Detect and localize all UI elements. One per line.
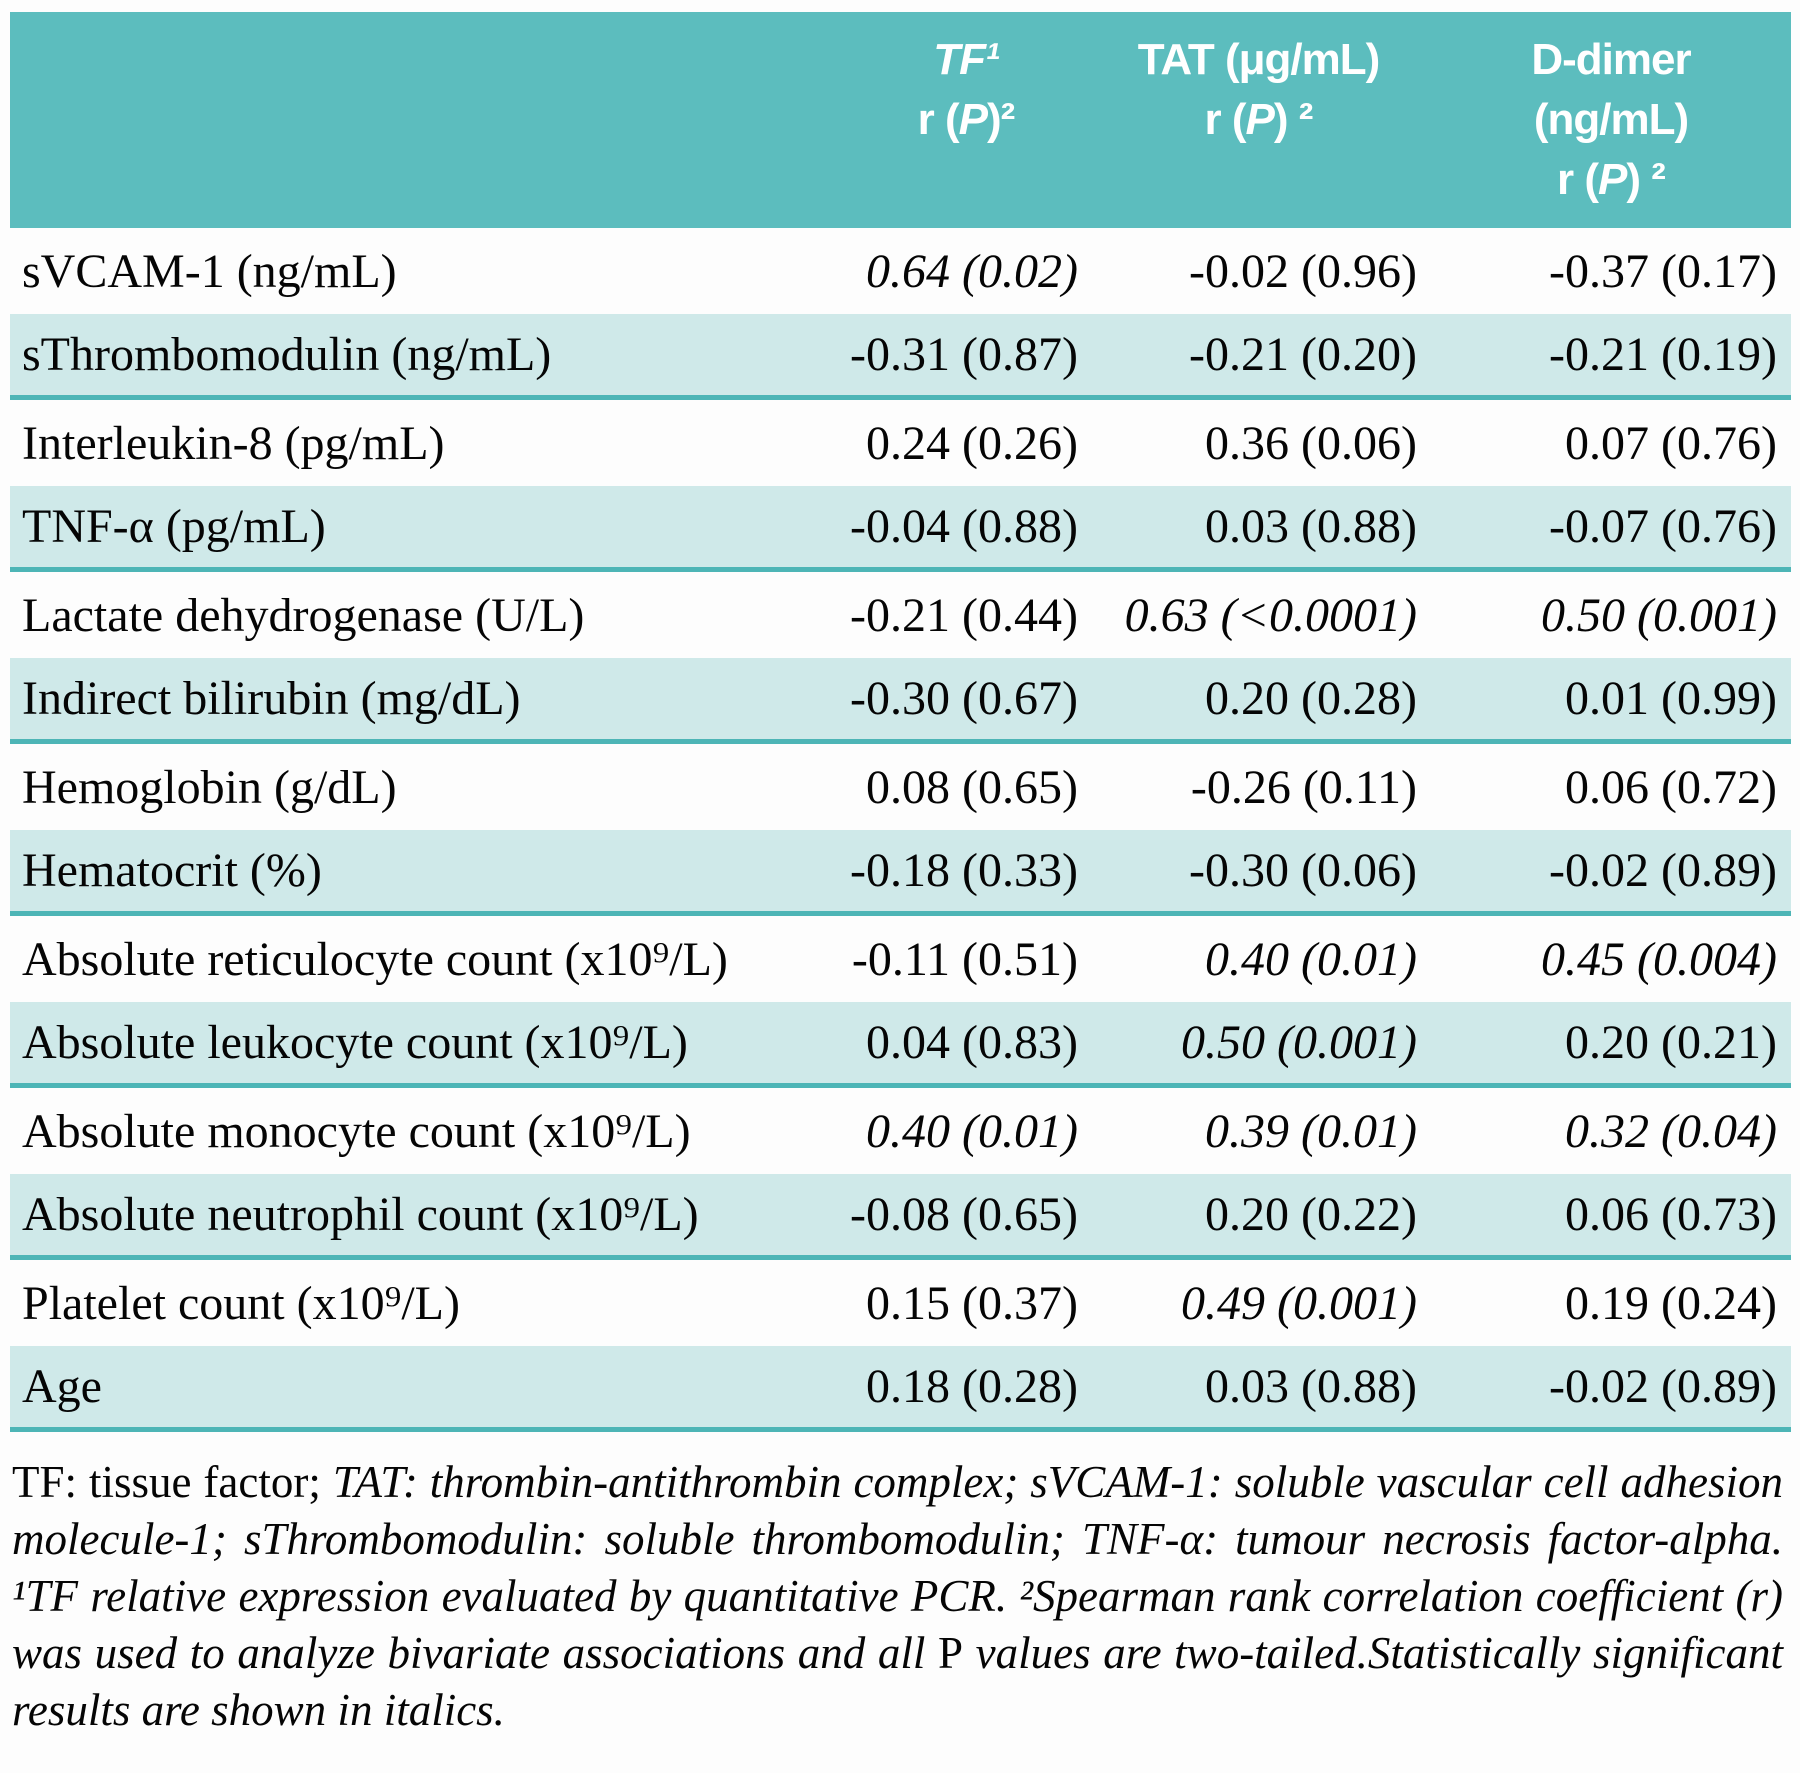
table-row: Interleukin-8 (pg/mL) 0.24 (0.26) 0.36 (0.… — [10, 400, 1791, 486]
column-header-line: r (P)² — [917, 95, 1016, 144]
cell-ddimer: -0.07 (0.76) — [1549, 500, 1777, 553]
row-label: Lactate dehydrogenase (U/L) — [22, 588, 585, 642]
table-row: Indirect bilirubin (mg/dL) -0.30 (0.67) 0.… — [10, 658, 1791, 744]
table-header-row: TF¹ r (P)² TAT (μg/mL) r (P) ² D-dimer (ng/mL… — [10, 12, 1791, 228]
p-value-symbol: P — [1245, 95, 1275, 144]
row-label: sVCAM-1 (ng/mL) — [22, 244, 397, 298]
table-row: Hematocrit (%) -0.18 (0.33) -0.30 (0.06) -0… — [10, 830, 1791, 916]
cell-ddimer: 0.07 (0.76) — [1565, 416, 1777, 470]
footnote-segment: values are two-tailed.Statistically sign… — [12, 1628, 1784, 1735]
cell-ddimer: 0.50 (0.001) — [1541, 588, 1777, 642]
p-value-symbol: P — [1598, 155, 1627, 204]
column-header-ddimer: D-dimer (ng/mL) r (P) ² — [1431, 30, 1791, 228]
cell-tf: 0.04 (0.83) — [866, 1016, 1078, 1069]
cell-tf: -0.18 (0.33) — [850, 844, 1078, 897]
column-header-line: TF¹ — [933, 35, 999, 84]
table-row: Absolute reticulocyte count (x10⁹/L) -0.1… — [10, 916, 1791, 1002]
row-label: Platelet count (x10⁹/L) — [22, 1276, 460, 1330]
column-header-line: r (P) ² — [1557, 155, 1666, 204]
table-row: Platelet count (x10⁹/L) 0.15 (0.37) 0.49 (… — [10, 1260, 1791, 1346]
cell-ddimer: 0.32 (0.04) — [1565, 1104, 1777, 1158]
cell-tf: -0.21 (0.44) — [850, 588, 1078, 642]
table-row: Absolute neutrophil count (x10⁹/L) -0.08 … — [10, 1174, 1791, 1260]
row-label: Age — [22, 1360, 102, 1413]
cell-tat: 0.03 (0.88) — [1205, 1360, 1417, 1413]
cell-tf: 0.18 (0.28) — [866, 1360, 1078, 1413]
cell-tat: -0.26 (0.11) — [1190, 760, 1417, 814]
cell-ddimer: 0.19 (0.24) — [1565, 1276, 1777, 1330]
p-value-symbol: P — [958, 95, 988, 144]
column-header-parameter — [10, 30, 846, 228]
cell-tf: 0.24 (0.26) — [866, 416, 1078, 470]
footnote: TF: tissue factor; TAT: thrombin-antithr… — [10, 1454, 1791, 1739]
cell-ddimer: 0.01 (0.99) — [1565, 672, 1777, 725]
column-header-tat: TAT (μg/mL) r (P) ² — [1086, 30, 1431, 228]
cell-tf: -0.11 (0.51) — [851, 932, 1078, 986]
table-row: sThrombomodulin (ng/mL) -0.31 (0.87) -0.21… — [10, 314, 1791, 400]
cell-tf: 0.64 (0.02) — [866, 244, 1078, 298]
row-label: Absolute reticulocyte count (x10⁹/L) — [22, 932, 728, 986]
column-header-line: (ng/mL) — [1533, 95, 1689, 144]
table-row: Absolute leukocyte count (x10⁹/L) 0.04 (0… — [10, 1002, 1791, 1088]
cell-ddimer: 0.45 (0.004) — [1541, 932, 1777, 986]
cell-ddimer: -0.37 (0.17) — [1549, 244, 1777, 298]
table-row: Age 0.18 (0.28) 0.03 (0.88) -0.02 (0.89) — [10, 1346, 1791, 1432]
row-label: Hematocrit (%) — [22, 844, 322, 897]
column-header-line: D-dimer — [1531, 35, 1691, 84]
row-label: Absolute neutrophil count (x10⁹/L) — [22, 1188, 699, 1241]
cell-tat: 0.20 (0.28) — [1205, 672, 1417, 725]
row-label: Absolute leukocyte count (x10⁹/L) — [22, 1016, 688, 1069]
row-label: sThrombomodulin (ng/mL) — [22, 328, 552, 381]
footnote-segment: TAT: thrombin-antithrombin complex; sVCA… — [12, 1457, 1783, 1678]
cell-ddimer: -0.02 (0.89) — [1549, 844, 1777, 897]
cell-ddimer: 0.06 (0.72) — [1565, 760, 1777, 814]
cell-tf: -0.04 (0.88) — [850, 500, 1078, 553]
table-row: Lactate dehydrogenase (U/L) -0.21 (0.44) 0… — [10, 572, 1791, 658]
table-row: Hemoglobin (g/dL) 0.08 (0.65) -0.26 (0.11)… — [10, 744, 1791, 830]
cell-tat: 0.20 (0.22) — [1205, 1188, 1417, 1241]
cell-tat: 0.63 (<0.0001) — [1124, 588, 1417, 642]
cell-tat: 0.49 (0.001) — [1181, 1276, 1417, 1330]
cell-ddimer: -0.21 (0.19) — [1549, 328, 1777, 381]
column-header-line: r (P) ² — [1204, 95, 1314, 144]
cell-tat: 0.40 (0.01) — [1205, 932, 1417, 986]
cell-ddimer: 0.20 (0.21) — [1565, 1016, 1777, 1069]
table-row: sVCAM-1 (ng/mL) 0.64 (0.02) -0.02 (0.96) -0… — [10, 228, 1791, 314]
footnote-segment: P — [937, 1628, 964, 1678]
table-row: TNF-α (pg/mL) -0.04 (0.88) 0.03 (0.88) -0.0… — [10, 486, 1791, 572]
table-row: Absolute monocyte count (x10⁹/L) 0.40 (0.… — [10, 1088, 1791, 1174]
cell-tf: -0.30 (0.67) — [850, 672, 1078, 725]
row-label: Hemoglobin (g/dL) — [22, 760, 397, 814]
cell-tat: -0.21 (0.20) — [1189, 328, 1417, 381]
correlation-table-body: sVCAM-1 (ng/mL) 0.64 (0.02) -0.02 (0.96) -0… — [10, 228, 1791, 1432]
column-header-line: TAT (μg/mL) — [1137, 35, 1381, 84]
cell-tat: -0.30 (0.06) — [1189, 844, 1417, 897]
cell-ddimer: -0.02 (0.89) — [1549, 1360, 1777, 1413]
cell-ddimer: 0.06 (0.73) — [1565, 1188, 1777, 1241]
footnote-segment: TF: tissue factor; — [12, 1457, 333, 1507]
column-header-tf: TF¹ r (P)² — [846, 30, 1086, 228]
cell-tat: 0.39 (0.01) — [1205, 1104, 1417, 1158]
cell-tf: 0.15 (0.37) — [866, 1276, 1078, 1330]
cell-tat: 0.36 (0.06) — [1205, 416, 1417, 470]
cell-tf: 0.40 (0.01) — [866, 1104, 1078, 1158]
cell-tf: -0.31 (0.87) — [850, 328, 1078, 381]
cell-tf: -0.08 (0.65) — [850, 1188, 1078, 1241]
row-label: TNF-α (pg/mL) — [22, 500, 326, 553]
cell-tat: 0.50 (0.001) — [1181, 1016, 1417, 1069]
cell-tf: 0.08 (0.65) — [866, 760, 1078, 814]
cell-tat: 0.03 (0.88) — [1205, 500, 1417, 553]
row-label: Indirect bilirubin (mg/dL) — [22, 672, 521, 725]
cell-tat: -0.02 (0.96) — [1189, 244, 1417, 298]
row-label: Interleukin-8 (pg/mL) — [22, 416, 445, 470]
row-label: Absolute monocyte count (x10⁹/L) — [22, 1104, 691, 1158]
